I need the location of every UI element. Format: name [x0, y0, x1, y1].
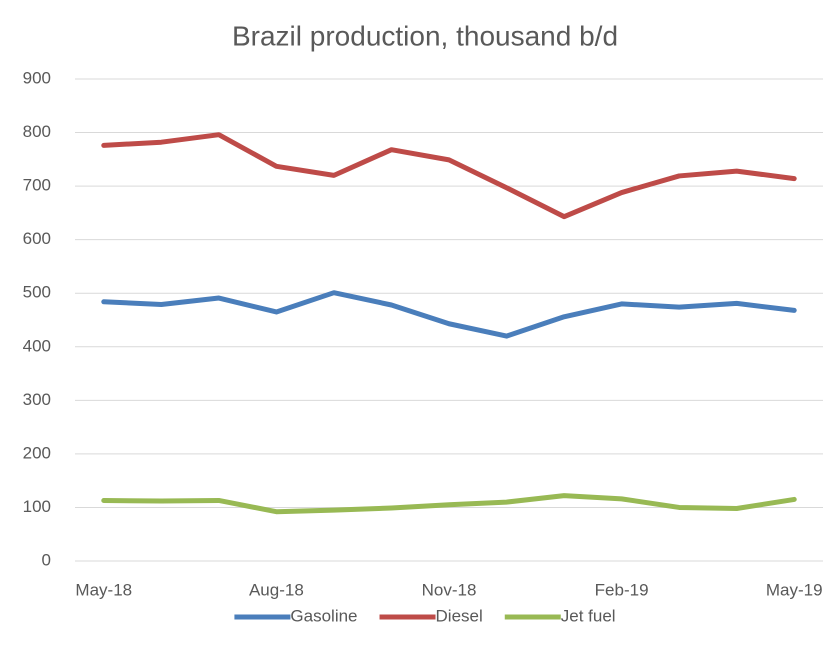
series-line [101, 493, 797, 515]
legend-label: Diesel [436, 606, 483, 625]
x-tick-label: May-19 [766, 580, 823, 599]
legend-label: Jet fuel [561, 606, 616, 625]
legend-label: Gasoline [290, 606, 357, 625]
x-tick-label: Feb-19 [595, 580, 649, 599]
y-tick-label: 100 [23, 497, 51, 516]
y-tick-label: 200 [23, 443, 51, 462]
chart-title: Brazil production, thousand b/d [232, 20, 618, 51]
y-tick-label: 700 [23, 176, 51, 195]
x-tick-label: Nov-18 [422, 580, 477, 599]
y-tick-label: 800 [23, 122, 51, 141]
x-tick-label: May-18 [75, 580, 132, 599]
y-tick-label: 500 [23, 283, 51, 302]
y-tick-label: 600 [23, 229, 51, 248]
y-tick-label: 900 [23, 68, 51, 87]
series-line [101, 290, 797, 339]
y-tick-label: 300 [23, 390, 51, 409]
y-tick-label: 0 [42, 550, 51, 569]
x-tick-label: Aug-18 [249, 580, 304, 599]
y-tick-label: 400 [23, 336, 51, 355]
series-line [101, 132, 797, 220]
